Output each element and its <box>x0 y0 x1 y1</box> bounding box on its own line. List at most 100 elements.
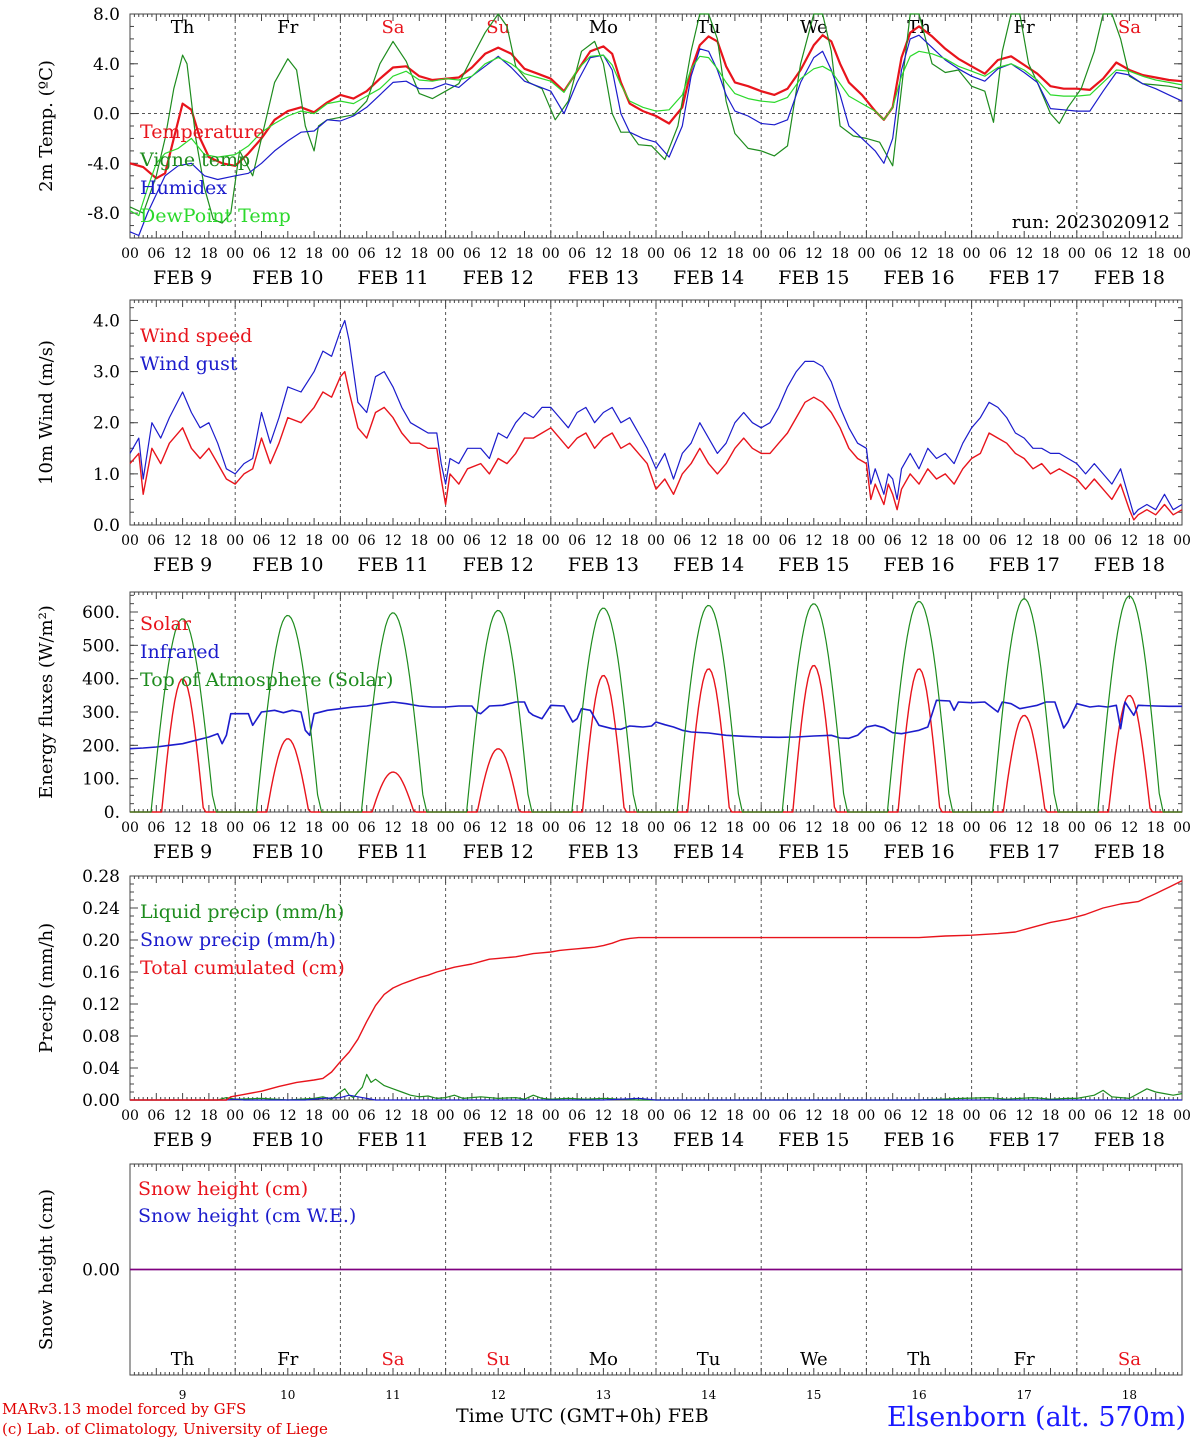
x-hour-label: 12 <box>1015 820 1033 836</box>
x-hour-label: 00 <box>752 1108 770 1124</box>
x-hour-label: 18 <box>1147 1108 1165 1124</box>
x-hour-label: 00 <box>331 533 349 549</box>
day-abbr-label: Sa <box>381 1349 404 1370</box>
x-hour-label: 06 <box>673 533 691 549</box>
day-number-label: 14 <box>701 1388 717 1402</box>
x-hour-label: 18 <box>1042 533 1060 549</box>
x-hour-label: 12 <box>1015 246 1033 262</box>
x-hour-label: 06 <box>779 533 797 549</box>
y-tick-label: 0.00 <box>82 1261 120 1281</box>
x-date-label: FEB 16 <box>883 841 954 863</box>
y-tick-label: 3.0 <box>93 363 120 383</box>
x-hour-label: 06 <box>673 820 691 836</box>
x-hour-label: 00 <box>542 246 560 262</box>
x-hour-label: 18 <box>621 246 639 262</box>
x-date-label: FEB 13 <box>568 554 639 576</box>
day-abbr-label: Th <box>907 1349 931 1370</box>
x-hour-label: 18 <box>936 246 954 262</box>
x-hour-label: 12 <box>910 820 928 836</box>
series-line-temp-1 <box>129 13 1183 224</box>
x-hour-label: 12 <box>384 820 402 836</box>
y-tick-label: 1.0 <box>93 465 120 485</box>
plot-frame <box>129 299 1183 526</box>
x-hour-label: 06 <box>673 1108 691 1124</box>
x-date-label: FEB 18 <box>1094 841 1165 863</box>
x-hour-label: 18 <box>410 246 428 262</box>
legend-entry: Wind gust <box>140 353 238 375</box>
x-date-label: FEB 13 <box>568 267 639 289</box>
x-hour-label: 06 <box>568 246 586 262</box>
x-hour-label: 18 <box>831 533 849 549</box>
x-hour-label: 12 <box>594 820 612 836</box>
x-hour-label: 06 <box>1094 533 1112 549</box>
x-hour-label: 06 <box>1094 246 1112 262</box>
x-hour-label: 00 <box>752 246 770 262</box>
legend-entry: DewPoint Temp <box>140 205 291 227</box>
x-date-label: FEB 9 <box>153 267 212 289</box>
x-hour-label: 06 <box>1094 1108 1112 1124</box>
x-date-label: FEB 10 <box>252 841 323 863</box>
x-hour-label: 12 <box>174 533 192 549</box>
x-hour-label: 12 <box>910 533 928 549</box>
x-hour-label: 18 <box>1147 820 1165 836</box>
x-hour-label: 18 <box>621 533 639 549</box>
series-line-precip-2 <box>130 880 1183 1101</box>
x-date-label: FEB 9 <box>153 841 212 863</box>
x-date-label: FEB 15 <box>778 554 849 576</box>
y-tick-label: 0.16 <box>82 963 120 983</box>
x-date-label: FEB 11 <box>357 841 428 863</box>
x-date-label: FEB 16 <box>883 1129 954 1151</box>
y-axis-label: Snow height (cm) <box>36 1189 57 1350</box>
x-hour-label: 00 <box>963 246 981 262</box>
x-hour-label: 06 <box>673 246 691 262</box>
x-hour-label: 12 <box>174 246 192 262</box>
y-tick-label: 600. <box>82 603 120 623</box>
credit-line-1: MARv3.13 model forced by GFS <box>2 1400 247 1418</box>
x-hour-label: 00 <box>752 820 770 836</box>
x-hour-label: 00 <box>647 246 665 262</box>
x-hour-label: 00 <box>121 533 139 549</box>
x-hour-label: 00 <box>437 246 455 262</box>
x-date-label: FEB 11 <box>357 554 428 576</box>
day-abbr-label: Mo <box>589 17 618 38</box>
x-hour-label: 06 <box>147 533 165 549</box>
series-line-temp-2 <box>129 34 1183 237</box>
x-hour-label: 12 <box>279 1108 297 1124</box>
x-hour-label: 12 <box>594 246 612 262</box>
x-hour-label: 00 <box>857 533 875 549</box>
day-number-label: 15 <box>806 1388 821 1402</box>
x-date-label: FEB 10 <box>252 554 323 576</box>
legend-entry: Humidex <box>140 177 227 199</box>
x-date-label: FEB 13 <box>568 841 639 863</box>
x-hour-label: 12 <box>279 533 297 549</box>
x-hour-label: 18 <box>516 246 534 262</box>
x-hour-label: 06 <box>147 246 165 262</box>
day-number-label: 10 <box>280 1388 295 1402</box>
series-line-wind-1 <box>129 319 1183 516</box>
day-number-label: 13 <box>596 1388 611 1402</box>
x-hour-label: 12 <box>700 820 718 836</box>
day-abbr-label: We <box>800 17 828 38</box>
x-hour-label: 00 <box>542 820 560 836</box>
x-hour-label: 06 <box>779 820 797 836</box>
x-hour-label: 12 <box>174 1108 192 1124</box>
x-hour-label: 00 <box>647 1108 665 1124</box>
x-hour-label: 06 <box>568 820 586 836</box>
x-hour-label: 12 <box>1120 1108 1138 1124</box>
x-hour-label: 00 <box>1068 820 1086 836</box>
x-hour-label: 18 <box>936 820 954 836</box>
x-hour-label: 12 <box>1120 246 1138 262</box>
y-tick-label: 4.0 <box>93 55 120 75</box>
x-hour-label: 00 <box>226 1108 244 1124</box>
legend-entry: Wind speed <box>140 325 252 347</box>
x-hour-label: 12 <box>279 820 297 836</box>
x-date-label: FEB 17 <box>989 554 1060 576</box>
x-hour-label: 18 <box>936 533 954 549</box>
x-date-label: FEB 18 <box>1094 267 1165 289</box>
x-hour-label: 18 <box>726 1108 744 1124</box>
x-hour-label: 00 <box>1068 1108 1086 1124</box>
x-hour-label: 06 <box>779 246 797 262</box>
y-tick-label: 400. <box>82 670 120 690</box>
x-hour-label: 18 <box>1147 533 1165 549</box>
y-tick-label: 500. <box>82 636 120 656</box>
